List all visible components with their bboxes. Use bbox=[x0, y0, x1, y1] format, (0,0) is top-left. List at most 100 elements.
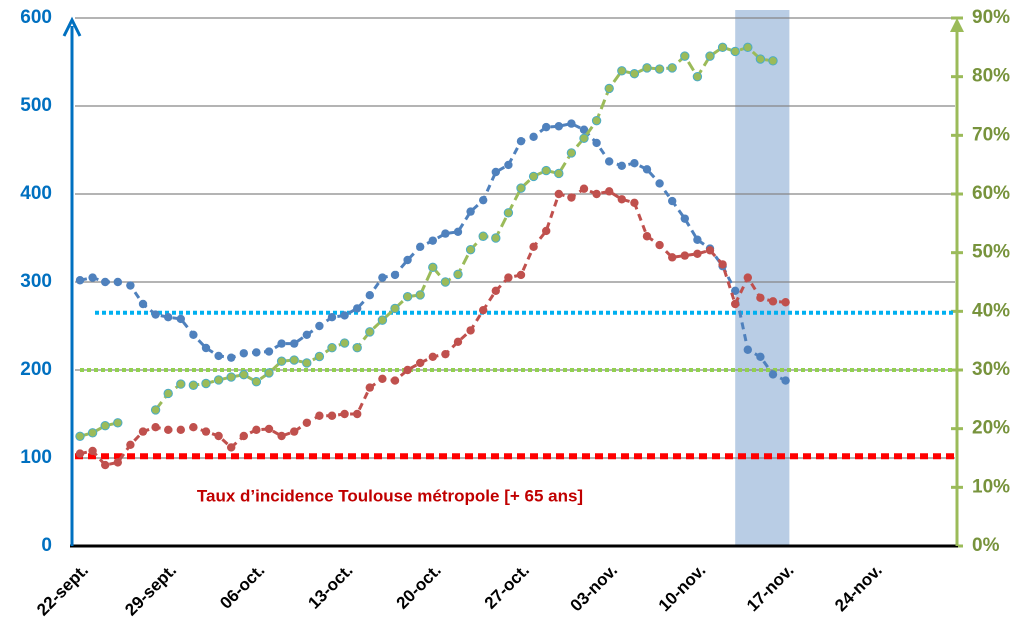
data-point bbox=[516, 137, 526, 146]
y2-tick-label: 10% bbox=[972, 476, 1010, 497]
y-tick-label: 0 bbox=[41, 535, 52, 556]
data-point bbox=[465, 245, 476, 255]
data-point bbox=[605, 187, 614, 196]
data-point bbox=[101, 277, 110, 287]
data-point bbox=[290, 339, 299, 348]
data-point bbox=[402, 291, 413, 302]
data-point bbox=[717, 42, 728, 53]
data-point bbox=[239, 349, 248, 358]
x-tick-label: 03-nov. bbox=[567, 561, 622, 616]
data-point bbox=[466, 326, 475, 335]
y2-tick-label: 70% bbox=[972, 124, 1010, 145]
data-point bbox=[138, 299, 148, 309]
data-point bbox=[705, 51, 715, 61]
data-point bbox=[201, 343, 211, 353]
data-point bbox=[743, 345, 752, 354]
data-point bbox=[591, 115, 602, 126]
data-point bbox=[251, 377, 262, 387]
x-tick-label: 29-sept. bbox=[121, 561, 180, 620]
y2-tick-label: 80% bbox=[972, 66, 1010, 87]
data-point bbox=[617, 161, 626, 171]
data-point bbox=[554, 122, 563, 131]
data-point bbox=[289, 355, 299, 365]
data-point bbox=[164, 313, 173, 322]
data-point bbox=[113, 277, 123, 287]
data-point bbox=[529, 132, 538, 141]
data-point bbox=[176, 314, 185, 324]
data-point bbox=[516, 183, 526, 193]
series-line bbox=[79, 122, 787, 382]
x-tick-label: 24-nov. bbox=[831, 561, 886, 616]
data-point bbox=[504, 160, 513, 170]
y2-axis-arrow bbox=[950, 18, 964, 32]
data-point bbox=[479, 305, 488, 315]
data-point bbox=[87, 428, 98, 438]
data-point bbox=[718, 260, 727, 269]
data-point bbox=[113, 418, 123, 428]
data-point bbox=[453, 269, 463, 280]
data-point bbox=[239, 431, 248, 441]
data-point bbox=[542, 226, 551, 236]
data-point bbox=[503, 208, 514, 218]
data-point bbox=[441, 229, 450, 238]
data-point bbox=[252, 425, 261, 435]
x-tick-label: 10-nov. bbox=[655, 561, 710, 616]
data-point bbox=[176, 425, 185, 435]
data-point bbox=[453, 337, 463, 347]
data-point bbox=[667, 63, 677, 73]
data-point bbox=[743, 273, 752, 282]
data-point bbox=[592, 189, 601, 199]
y2-tick-label: 40% bbox=[972, 300, 1010, 321]
data-point bbox=[390, 376, 400, 385]
data-point bbox=[692, 71, 703, 82]
data-point bbox=[491, 286, 500, 295]
data-point bbox=[756, 293, 765, 303]
data-point bbox=[743, 42, 753, 53]
data-point bbox=[541, 165, 551, 176]
data-point bbox=[315, 411, 324, 420]
y2-tick-label: 90% bbox=[972, 7, 1010, 28]
data-point bbox=[668, 253, 677, 262]
data-point bbox=[415, 290, 425, 300]
data-point bbox=[529, 242, 538, 251]
data-point bbox=[655, 179, 664, 188]
data-point bbox=[100, 421, 110, 431]
data-point bbox=[428, 262, 438, 273]
data-point bbox=[403, 365, 412, 375]
data-point bbox=[416, 242, 425, 251]
data-point bbox=[327, 411, 337, 420]
data-point bbox=[151, 423, 160, 432]
data-point bbox=[113, 458, 123, 467]
data-point bbox=[478, 231, 488, 241]
data-point bbox=[579, 125, 589, 134]
data-point bbox=[75, 431, 85, 441]
data-point bbox=[126, 440, 135, 449]
data-point bbox=[579, 184, 589, 193]
data-point bbox=[554, 189, 563, 199]
data-point bbox=[277, 431, 286, 441]
data-point bbox=[189, 423, 198, 432]
data-point bbox=[151, 310, 160, 319]
data-point bbox=[680, 251, 689, 260]
data-point bbox=[731, 299, 740, 309]
data-point bbox=[290, 427, 299, 436]
data-point bbox=[213, 375, 224, 385]
x-tick-label: 27-oct. bbox=[481, 561, 533, 613]
y-tick-label: 200 bbox=[20, 359, 52, 380]
data-point bbox=[226, 372, 236, 382]
x-tick-label: 17-nov. bbox=[743, 561, 798, 616]
data-point bbox=[491, 233, 501, 243]
data-point bbox=[390, 303, 400, 314]
data-point bbox=[693, 249, 702, 259]
data-point bbox=[491, 167, 500, 177]
data-point bbox=[768, 56, 778, 66]
data-point bbox=[617, 195, 626, 204]
data-point bbox=[302, 358, 312, 368]
data-point bbox=[642, 63, 652, 73]
data-point bbox=[567, 193, 576, 202]
data-point bbox=[504, 273, 513, 282]
data-point bbox=[528, 171, 539, 182]
data-point bbox=[642, 165, 652, 174]
data-point bbox=[315, 321, 324, 331]
data-point bbox=[428, 236, 437, 245]
